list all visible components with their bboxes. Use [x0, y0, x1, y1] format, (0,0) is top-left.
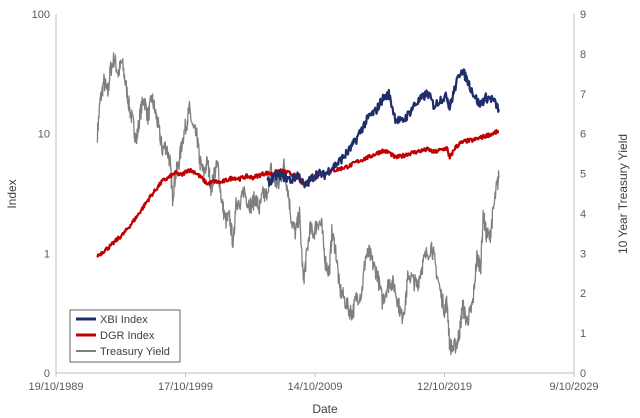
- x-tick-label: 9/10/2029: [550, 381, 599, 393]
- y2-tick-label: 1: [580, 328, 586, 340]
- x-axis-title: Date: [312, 402, 338, 416]
- y2-tick-label: 5: [580, 169, 586, 181]
- legend: XBI Index DGR Index Treasury Yield: [69, 309, 181, 363]
- legend-label-yield: Treasury Yield: [100, 346, 170, 358]
- ticks: 0 1 10 100 0 1 2 3 4 5 6 7 8 9 19/10/1989 17/10/1999 14/…: [28, 9, 598, 393]
- y2-tick-label: 7: [580, 89, 586, 101]
- y2-tick-label: 8: [580, 49, 586, 61]
- y2-axis-title: 10 Year Treasury Yield: [616, 134, 630, 254]
- y-tick-label: 100: [32, 9, 50, 21]
- series-line-xbi-index: [266, 68, 500, 189]
- y2-tick-label: 9: [580, 9, 586, 21]
- series-line-dgr-index: [96, 129, 500, 258]
- series-line-treasury-yield: [96, 52, 500, 356]
- x-tick-label: 19/10/1989: [28, 381, 83, 393]
- y-tick-label: 0: [44, 368, 50, 380]
- y2-tick-label: 4: [580, 208, 586, 220]
- legend-label-xbi: XBI Index: [100, 314, 148, 326]
- y2-tick-label: 3: [580, 248, 586, 260]
- y2-tick-label: 2: [580, 288, 586, 300]
- y2-tick-label: 6: [580, 129, 586, 141]
- y2-tick-label: 0: [580, 368, 586, 380]
- series: [96, 52, 500, 356]
- y-axis-title: Index: [5, 179, 19, 208]
- y-tick-label: 1: [44, 248, 50, 260]
- y-tick-label: 10: [38, 129, 50, 141]
- x-tick-label: 17/10/1999: [158, 381, 213, 393]
- x-tick-label: 14/10/2009: [287, 381, 342, 393]
- legend-label-dgr: DGR Index: [100, 330, 155, 342]
- x-tick-label: 12/10/2019: [417, 381, 472, 393]
